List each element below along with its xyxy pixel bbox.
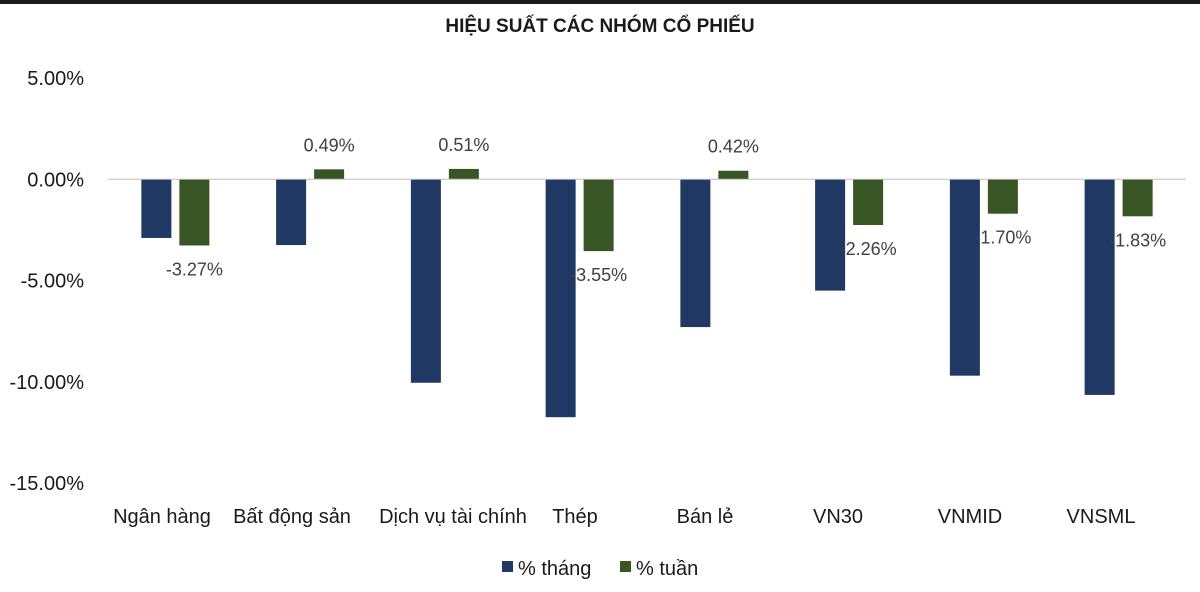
legend: % tháng % tuần [502, 558, 698, 580]
data-label: -2.26% [840, 239, 897, 259]
bar-tuan [853, 179, 884, 226]
legend-swatch [620, 561, 631, 572]
y-tick-label: 0.00% [27, 169, 84, 191]
category-label: VN30 [813, 506, 863, 528]
y-axis-ticks: 5.00% 0.00% -5.00% -10.00% -15.00% [10, 68, 85, 495]
data-label: -1.70% [974, 228, 1031, 248]
bar-thang [410, 179, 441, 383]
bar-thang [545, 179, 576, 418]
data-label: 0.42% [708, 137, 759, 157]
bar-thang [815, 179, 846, 291]
legend-label: % tháng [518, 558, 591, 580]
category-label: Dịch vụ tài chính [379, 506, 527, 528]
data-labels: -3.27% 0.49% 0.51% -3.55% 0.42% -2.26% -1.70% -… [166, 135, 1166, 285]
bar-thang [1084, 179, 1115, 395]
top-border [0, 0, 1200, 4]
category-label: VNMID [938, 506, 1002, 528]
bars [141, 168, 1153, 418]
data-label: -3.27% [166, 259, 223, 279]
category-label: Ngân hàng [113, 506, 211, 528]
bar-tuan [448, 168, 479, 180]
legend-label: % tuần [636, 558, 698, 580]
bar-tuan [1122, 179, 1153, 217]
bar-tuan [583, 179, 614, 252]
category-label: Thép [552, 506, 598, 528]
data-label: 0.49% [304, 135, 355, 155]
y-tick-label: -10.00% [10, 372, 85, 394]
y-tick-label: -15.00% [10, 473, 85, 495]
y-tick-label: 5.00% [27, 68, 84, 90]
data-label: 0.51% [438, 135, 489, 155]
bar-tuan [179, 179, 210, 246]
bar-thang [276, 179, 307, 246]
chart-title: HIỆU SUẤT CÁC NHÓM CỔ PHIẾU [445, 15, 754, 37]
data-label: -1.83% [1109, 230, 1166, 250]
category-label: VNSML [1067, 506, 1136, 528]
bar-thang [141, 179, 172, 238]
bar-tuan [987, 179, 1018, 214]
category-label: Bán lẻ [677, 506, 734, 528]
legend-swatch [502, 561, 513, 572]
data-label: -3.55% [570, 265, 627, 285]
category-label: Bất động sản [233, 506, 351, 528]
bar-tuan [314, 169, 345, 180]
y-tick-label: -5.00% [21, 271, 85, 293]
bar-thang [949, 179, 980, 376]
x-axis-categories: Ngân hàng Bất động sản Dịch vụ tài chính Th… [113, 506, 1135, 528]
bar-thang [680, 179, 711, 328]
bar-tuan [718, 170, 749, 180]
